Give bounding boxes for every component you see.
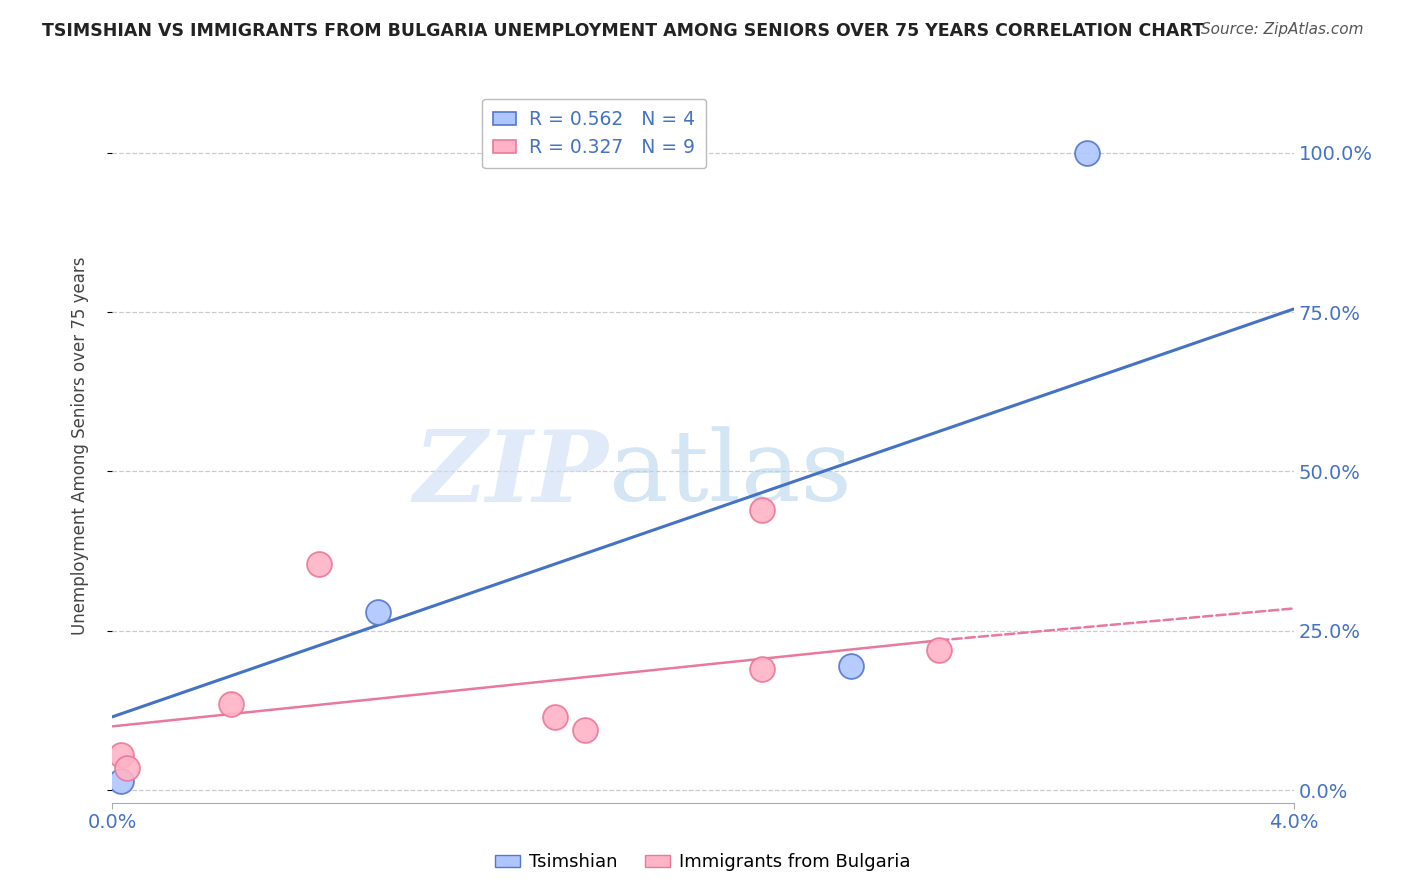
Text: ZIP: ZIP (413, 426, 609, 523)
Point (839, 658, 862, 673)
Point (574, 723, 596, 737)
Point (751, 502, 773, 516)
Point (219, 697, 242, 711)
Point (367, 605, 389, 619)
Text: atlas: atlas (609, 426, 851, 523)
Text: TSIMSHIAN VS IMMIGRANTS FROM BULGARIA UNEMPLOYMENT AMONG SENIORS OVER 75 YEARS C: TSIMSHIAN VS IMMIGRANTS FROM BULGARIA UN… (42, 22, 1204, 40)
Legend: R = 0.562   N = 4, R = 0.327   N = 9: R = 0.562 N = 4, R = 0.327 N = 9 (482, 99, 706, 169)
Point (308, 557, 330, 571)
Point (110, 773, 132, 788)
Legend: Tsimshian, Immigrants from Bulgaria: Tsimshian, Immigrants from Bulgaria (488, 847, 918, 879)
Point (110, 747, 132, 762)
Point (117, 761, 138, 775)
Point (544, 710, 567, 724)
Point (751, 662, 773, 676)
Point (928, 643, 950, 657)
Text: Source: ZipAtlas.com: Source: ZipAtlas.com (1201, 22, 1364, 37)
Point (1076, 145, 1098, 160)
Y-axis label: Unemployment Among Seniors over 75 years: Unemployment Among Seniors over 75 years (70, 257, 89, 635)
